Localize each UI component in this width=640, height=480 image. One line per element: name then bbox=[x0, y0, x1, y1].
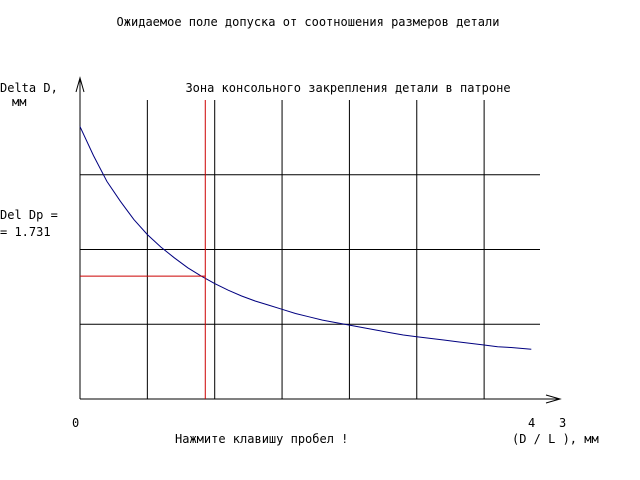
y-axis-label: Delta D, bbox=[0, 81, 58, 95]
y-axis-arrow bbox=[75, 76, 85, 93]
x-axis-label: (D / L ), мм bbox=[512, 432, 599, 446]
x-axis-arrow bbox=[545, 394, 562, 404]
y-axis-unit: мм bbox=[12, 95, 26, 109]
grid bbox=[80, 100, 540, 399]
x-end-label-a: 4 bbox=[528, 416, 535, 430]
marker-layer bbox=[80, 100, 206, 399]
marker-value-label: Del Dp = bbox=[0, 208, 58, 222]
footer-prompt[interactable]: Нажмите клавишу пробел ! bbox=[175, 432, 348, 446]
x-end-label-b: 3 bbox=[559, 416, 566, 430]
x-origin-tick-label: 0 bbox=[72, 416, 79, 430]
marker-value: = 1.731 bbox=[0, 225, 51, 239]
series-layer bbox=[79, 126, 532, 350]
tolerance-curve bbox=[79, 126, 532, 350]
chart-subtitle: Зона консольного закрепления детали в па… bbox=[185, 81, 510, 95]
chart-title: Ожидаемое поле допуска от соотношения ра… bbox=[117, 15, 500, 29]
axes bbox=[75, 76, 562, 404]
